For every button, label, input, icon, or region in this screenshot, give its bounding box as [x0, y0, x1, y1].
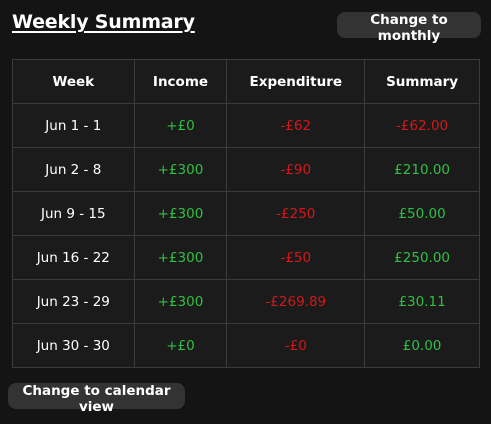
expenditure-cell: -£250	[226, 191, 366, 236]
summary-cell: -£62.00	[364, 103, 480, 148]
expenditure-cell: -£269.89	[226, 279, 366, 324]
table-row: Jun 1 - 1 +£0 -£62 -£62.00	[12, 103, 480, 148]
income-cell: +£300	[133, 191, 228, 236]
income-cell: +£300	[133, 279, 228, 324]
summary-cell: £0.00	[364, 323, 480, 368]
column-header-income: Income	[133, 59, 228, 104]
expenditure-cell: -£62	[226, 103, 366, 148]
summary-cell: £250.00	[364, 235, 480, 280]
table-header-row: Week Income Expenditure Summary	[12, 59, 480, 104]
income-cell: +£0	[133, 323, 228, 368]
income-cell: +£0	[133, 103, 228, 148]
expenditure-cell: -£90	[226, 147, 366, 192]
week-cell: Jun 1 - 1	[12, 103, 135, 148]
week-cell: Jun 30 - 30	[12, 323, 135, 368]
page-title: Weekly Summary	[12, 11, 195, 33]
column-header-expenditure: Expenditure	[226, 59, 366, 104]
summary-cell: £50.00	[364, 191, 480, 236]
week-cell: Jun 9 - 15	[12, 191, 135, 236]
week-cell: Jun 16 - 22	[12, 235, 135, 280]
change-to-calendar-view-button[interactable]: Change to calendar view	[8, 383, 185, 415]
weekly-summary-table: Week Income Expenditure Summary Jun 1 - …	[12, 59, 480, 368]
change-to-monthly-button[interactable]: Change to monthly	[337, 12, 481, 44]
expenditure-cell: -£50	[226, 235, 366, 280]
income-cell: +£300	[133, 235, 228, 280]
income-cell: +£300	[133, 147, 228, 192]
table-row: Jun 9 - 15 +£300 -£250 £50.00	[12, 191, 480, 236]
table-row: Jun 30 - 30 +£0 -£0 £0.00	[12, 323, 480, 368]
table-row: Jun 23 - 29 +£300 -£269.89 £30.11	[12, 279, 480, 324]
table-row: Jun 16 - 22 +£300 -£50 £250.00	[12, 235, 480, 280]
summary-cell: £210.00	[364, 147, 480, 192]
week-cell: Jun 2 - 8	[12, 147, 135, 192]
column-header-summary: Summary	[364, 59, 480, 104]
week-cell: Jun 23 - 29	[12, 279, 135, 324]
table-row: Jun 2 - 8 +£300 -£90 £210.00	[12, 147, 480, 192]
summary-cell: £30.11	[364, 279, 480, 324]
column-header-week: Week	[12, 59, 135, 104]
expenditure-cell: -£0	[226, 323, 366, 368]
